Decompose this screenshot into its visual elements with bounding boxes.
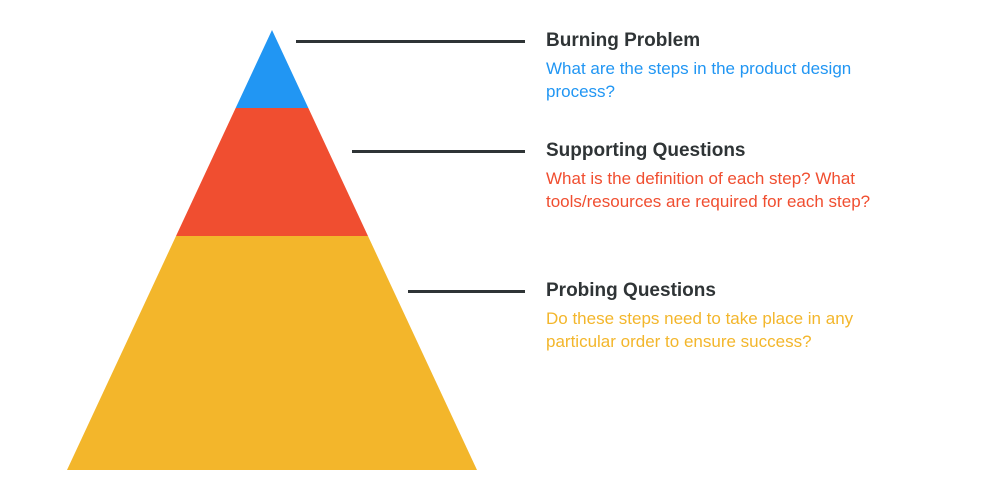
- label-title-bot: Probing Questions: [546, 280, 906, 302]
- pyramid-layer-bot: [67, 236, 477, 470]
- label-title-mid: Supporting Questions: [546, 140, 906, 162]
- diagram-canvas: Burning Problem What are the steps in th…: [0, 0, 1000, 500]
- label-block-mid: Supporting Questions What is the definit…: [546, 140, 906, 214]
- label-block-top: Burning Problem What are the steps in th…: [546, 30, 906, 104]
- label-title-top: Burning Problem: [546, 30, 906, 52]
- label-body-bot: Do these steps need to take place in any…: [546, 308, 906, 354]
- leader-line-mid: [352, 150, 525, 153]
- label-body-mid: What is the definition of each step? Wha…: [546, 168, 906, 214]
- pyramid-layer-mid: [176, 108, 368, 236]
- label-body-top: What are the steps in the product design…: [546, 58, 906, 104]
- label-block-bot: Probing Questions Do these steps need to…: [546, 280, 906, 354]
- leader-line-top: [296, 40, 525, 43]
- leader-line-bot: [408, 290, 525, 293]
